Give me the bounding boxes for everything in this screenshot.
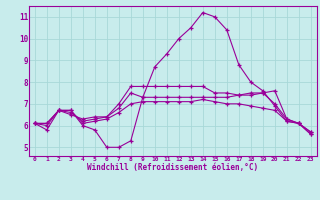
X-axis label: Windchill (Refroidissement éolien,°C): Windchill (Refroidissement éolien,°C) (87, 163, 258, 172)
